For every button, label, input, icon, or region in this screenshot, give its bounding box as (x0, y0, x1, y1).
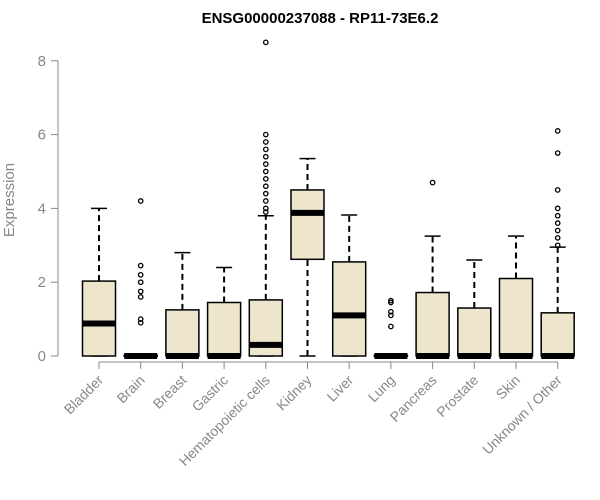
outlier-point (137, 288, 144, 295)
outlier-point (554, 128, 561, 134)
x-tick-label: Breast (150, 372, 190, 412)
outlier-point (388, 312, 394, 319)
outlier-point (429, 179, 436, 186)
outlier-point (388, 323, 394, 330)
box (290, 189, 325, 261)
outlier-point (137, 319, 144, 326)
box (540, 312, 575, 357)
outlier-point (554, 212, 561, 219)
box (498, 277, 534, 357)
outlier-point (137, 271, 144, 278)
y-tick-label: 6 (38, 127, 46, 144)
outlier-point (262, 161, 269, 167)
box (331, 261, 367, 357)
outlier-point (262, 183, 269, 190)
outlier-point (388, 297, 394, 304)
x-tick-label: Brain (113, 372, 147, 406)
y-tick-label: 8 (38, 53, 46, 70)
outlier-point (137, 279, 144, 286)
outlier-point (262, 153, 269, 160)
y-tick-label: 0 (38, 348, 46, 365)
chart-title: ENSG00000237088 - RP11-73E6.2 (202, 10, 439, 27)
outlier-point (554, 235, 561, 241)
box (165, 309, 200, 357)
outlier-point (554, 242, 561, 249)
x-tick-label: Skin (493, 372, 524, 403)
outlier-point (262, 205, 269, 212)
x-tick-label: Prostate (433, 372, 481, 420)
box (206, 301, 242, 357)
outlier-point (554, 187, 561, 193)
outlier-point (262, 190, 269, 197)
outlier-point (262, 198, 269, 204)
outlier-point (262, 168, 269, 175)
outlier-point (137, 262, 144, 269)
outlier-point (388, 299, 394, 306)
box (415, 291, 450, 357)
x-tick-label: Lung (365, 372, 398, 405)
outlier-point (137, 316, 144, 322)
outlier-point (137, 294, 144, 300)
box (81, 280, 117, 357)
outlier-point (554, 205, 561, 212)
outlier-point (262, 176, 269, 182)
x-tick-label: Bladder (61, 372, 107, 418)
outlier-point (137, 198, 144, 204)
y-tick-label: 4 (38, 200, 46, 217)
outlier-point (554, 220, 561, 227)
x-tick-label: Unknown / Other (479, 372, 565, 458)
outlier-point (388, 308, 394, 315)
x-tick-label: Liver (324, 372, 357, 405)
outlier-point (554, 227, 561, 234)
y-axis-label: Expression (1, 163, 18, 237)
outlier-point (554, 150, 561, 156)
outlier-point (262, 209, 269, 215)
outlier-point (262, 131, 269, 138)
box (457, 307, 492, 357)
outlier-point (262, 139, 269, 145)
x-tick-label: Kidney (273, 372, 315, 414)
outlier-point (262, 39, 269, 46)
outlier-point (262, 146, 269, 153)
y-tick-label: 2 (38, 274, 46, 291)
